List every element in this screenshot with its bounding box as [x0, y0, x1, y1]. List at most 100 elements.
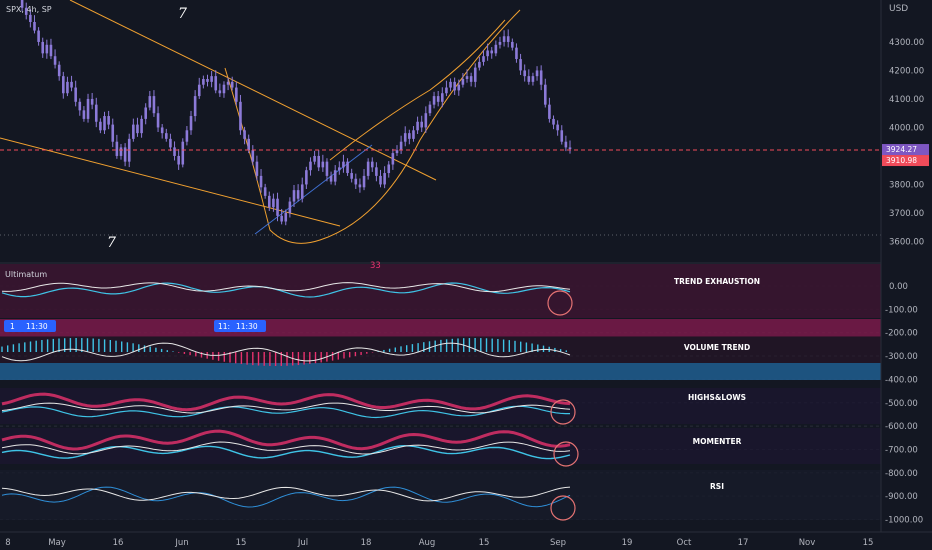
session-tag-2-time: 11:30 — [236, 322, 258, 331]
candle-body — [325, 161, 329, 176]
time-tick-label: Oct — [677, 538, 692, 548]
session-tag-1-icon: 1 — [10, 322, 15, 331]
session-tag-1[interactable]: 1 11:30 — [4, 320, 56, 332]
candle-body — [502, 36, 506, 42]
indicator-tick-label: -800.00 — [885, 469, 918, 479]
support-line — [254, 144, 373, 235]
candle-body — [103, 116, 106, 131]
candle-body — [309, 161, 312, 171]
candle-body — [259, 175, 263, 188]
candle-body — [33, 22, 36, 31]
candle-body — [94, 104, 98, 122]
candle-body — [432, 96, 436, 105]
indicator-name[interactable]: Ultimatum — [5, 270, 47, 279]
candle-body — [478, 61, 481, 68]
price-tick-label: 4300.00 — [889, 38, 924, 48]
candle-body — [568, 147, 572, 150]
candle-body — [152, 96, 156, 114]
candle-body — [140, 118, 143, 134]
candle-body — [473, 67, 477, 82]
candle-body — [82, 110, 86, 119]
candle-body — [412, 130, 415, 139]
time-tick-label: Aug — [419, 538, 436, 548]
session-tag-2[interactable]: 11: 11:30 — [214, 320, 266, 332]
candle-body — [144, 107, 148, 119]
candle-body — [519, 59, 522, 71]
candle-body — [420, 121, 424, 128]
candle-body — [243, 130, 246, 139]
candle-body — [222, 84, 226, 94]
time-tick-label: 8 — [5, 538, 10, 548]
candle-body — [564, 141, 568, 148]
candle-body — [490, 50, 494, 54]
candle-body — [387, 164, 391, 174]
candle-body — [119, 147, 123, 156]
candle-body — [395, 150, 399, 154]
candle-body — [535, 70, 539, 77]
candle-body — [235, 87, 238, 102]
candle-body — [552, 118, 555, 125]
panel-label-momenter: MOMENTER — [693, 437, 742, 446]
candle-body — [177, 155, 180, 165]
prev-close-label: 3910.98 — [886, 156, 917, 165]
panel-label-trend-exhaustion: TREND EXHAUSTION — [674, 277, 760, 286]
candle-body — [111, 124, 115, 142]
candle-body — [24, 7, 28, 15]
candle-body — [99, 121, 102, 131]
indicator-tick-label: -300.00 — [885, 352, 918, 362]
candle-body — [527, 76, 531, 82]
indicator-tick-label: -500.00 — [885, 399, 918, 409]
candle-body — [185, 130, 189, 142]
time-tick-label: 18 — [361, 538, 372, 548]
trend-exhaustion-signal — [1, 282, 571, 293]
highs-band — [1, 392, 571, 412]
highlight-circle — [553, 441, 579, 467]
cup-curve — [224, 9, 521, 244]
panel-label-rsi: RSI — [710, 482, 724, 491]
candle-body — [239, 101, 242, 131]
candle-body — [230, 81, 234, 88]
time-tick-label: Sep — [550, 538, 566, 548]
price-tick-label: 3700.00 — [889, 209, 924, 219]
candle-body — [181, 141, 185, 165]
candle-body — [313, 155, 316, 162]
candle-body — [251, 150, 255, 162]
time-tick-label: Jul — [297, 538, 308, 548]
candle-body — [41, 41, 45, 54]
last-price-badge — [882, 144, 929, 156]
candle-body — [62, 76, 65, 94]
candle-body — [193, 96, 197, 117]
candle-body — [465, 76, 469, 79]
candle-body — [506, 36, 510, 42]
candle-body — [305, 170, 308, 185]
candle-body — [424, 113, 428, 128]
indicator-tick-label: -200.00 — [885, 329, 918, 339]
candle-body — [288, 201, 292, 213]
candle-body — [86, 98, 90, 119]
candle-body — [276, 198, 279, 216]
candle-body — [346, 161, 349, 174]
indicator-band — [0, 319, 881, 337]
indicator-band — [0, 363, 881, 380]
rsi-signal — [1, 486, 571, 502]
candle-body — [539, 70, 543, 85]
candle-body — [333, 170, 337, 182]
price-tick-label: 4100.00 — [889, 95, 924, 105]
candle-body — [445, 87, 448, 94]
momenter-band — [1, 429, 571, 451]
candle-body — [428, 104, 432, 114]
candle-body — [78, 101, 82, 111]
candle-body — [531, 76, 535, 82]
highlight-circle — [547, 290, 573, 316]
indicator-tick-label: -1000.00 — [885, 516, 923, 526]
candle-body — [543, 84, 547, 105]
candle-body — [66, 81, 69, 94]
time-tick-label: 15 — [479, 538, 490, 548]
candle-body — [272, 198, 275, 208]
time-tick-label: 15 — [863, 538, 874, 548]
indicator-band — [0, 470, 881, 520]
candle-body — [53, 56, 57, 65]
indicator-band — [0, 428, 881, 464]
